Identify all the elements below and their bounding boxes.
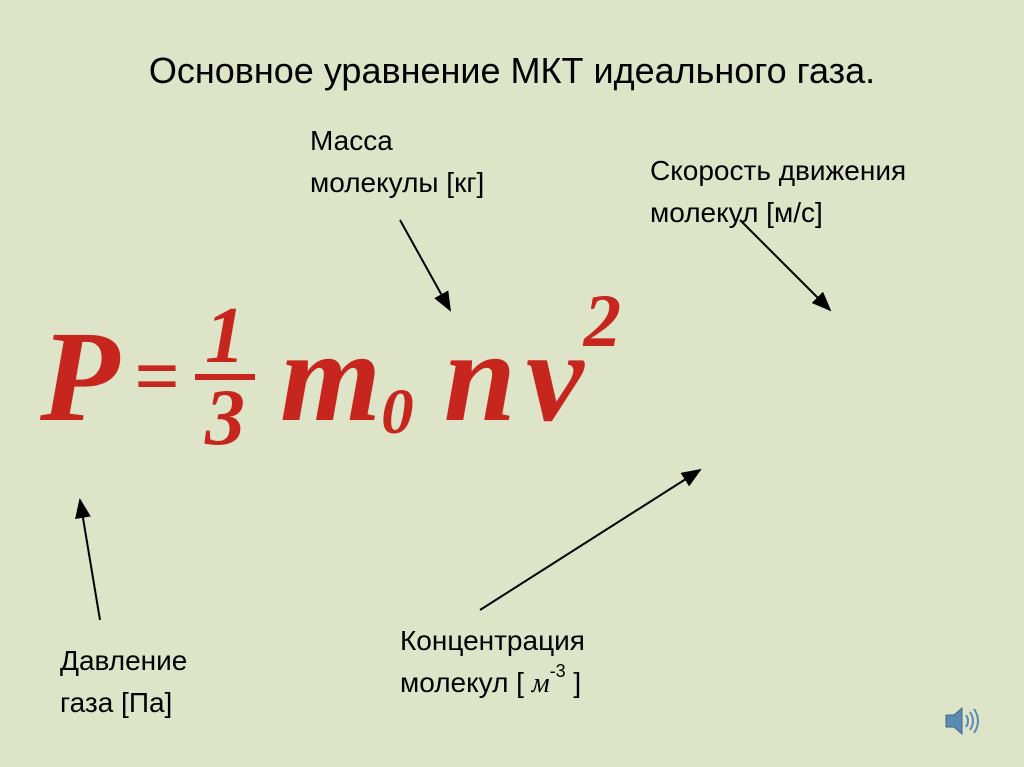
conc-unit-exp: -3 [550, 661, 566, 681]
slide-title: Основное уравнение МКТ идеального газа. [149, 50, 875, 92]
label-pressure: Давление газа [Па] [60, 640, 187, 724]
sound-icon[interactable] [944, 705, 984, 737]
eq-numerator: 1 [205, 300, 245, 374]
eq-mass-symbol: m [280, 302, 381, 452]
main-equation: P = 1 3 m 0 n v 2 [40, 300, 621, 454]
eq-pressure-symbol: P [40, 302, 119, 452]
label-concentration: Концентрация молекул [ м-3 ] [400, 620, 585, 705]
conc-suffix: ] [566, 667, 582, 698]
label-concentration-line2: молекул [ м-3 ] [400, 662, 585, 705]
eq-fraction: 1 3 [195, 300, 255, 454]
label-mass: Масса молекулы [кг] [310, 120, 484, 204]
eq-mass-subscript: 0 [381, 375, 414, 450]
label-velocity: Скорость движения молекул [м/с] [650, 150, 906, 234]
eq-concentration-symbol: n [444, 302, 516, 452]
label-velocity-text: Скорость движения молекул [м/с] [650, 155, 906, 228]
conc-unit-base: м [532, 668, 550, 699]
eq-equals: = [134, 332, 180, 423]
conc-prefix: молекул [ [400, 667, 532, 698]
eq-velocity-symbol: v [526, 302, 584, 452]
label-concentration-line1: Концентрация [400, 620, 585, 662]
label-mass-text: Масса молекулы [кг] [310, 125, 484, 198]
eq-velocity-superscript: 2 [584, 279, 622, 365]
label-pressure-text: Давление газа [Па] [60, 645, 187, 718]
eq-denominator: 3 [205, 380, 245, 454]
